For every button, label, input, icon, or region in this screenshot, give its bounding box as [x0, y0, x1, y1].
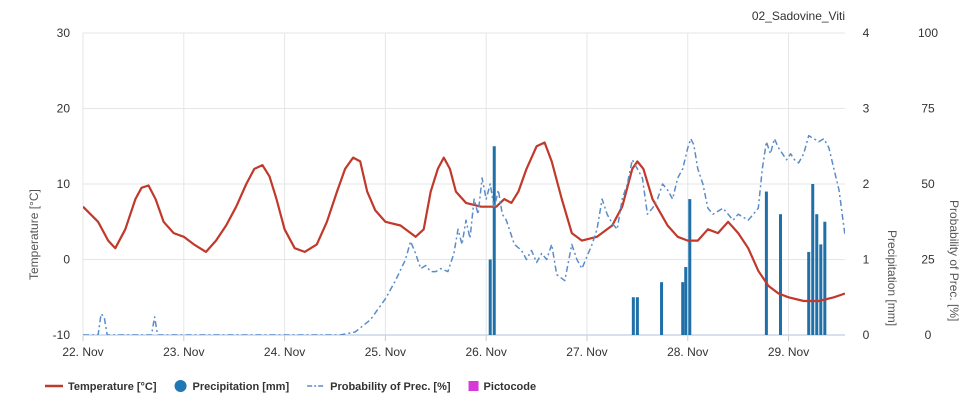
- precipitation-bar: [488, 259, 492, 335]
- precipitation-bar: [631, 297, 635, 335]
- precipitation-tick-label: 4: [863, 26, 870, 40]
- legend-symbol: [468, 381, 479, 391]
- temperature-tick-label: 10: [57, 177, 71, 191]
- series-lines: [83, 134, 845, 335]
- legend-label: Probability of Prec. [%]: [330, 381, 451, 393]
- precipitation-bar: [823, 221, 827, 335]
- legend-symbol: [174, 380, 187, 392]
- probability-tick-label: 0: [925, 328, 932, 342]
- precipitation-bar: [681, 282, 685, 335]
- probability-tick-label: 50: [921, 177, 935, 191]
- precipitation-bar: [807, 251, 811, 335]
- temperature-tick-label: 30: [57, 26, 71, 40]
- precipitation-bar: [688, 199, 692, 335]
- x-tick-label: 27. Nov: [566, 345, 607, 359]
- temperature-tick-label: -10: [53, 328, 71, 342]
- x-tick-label: 29. Nov: [768, 345, 809, 359]
- legend-label: Pictocode: [484, 381, 537, 393]
- precipitation-bar: [492, 146, 496, 335]
- precipitation-bar: [684, 267, 688, 335]
- precipitation-bar: [811, 184, 815, 335]
- precipitation-tick-label: 0: [863, 328, 870, 342]
- probability-tick-label: 100: [918, 26, 938, 40]
- legend-item: Precipitation [mm]: [174, 380, 290, 393]
- precipitation-axis-title: Precipitation [mm]: [885, 230, 899, 326]
- precipitation-bar: [660, 282, 664, 335]
- x-tick-label: 22. Nov: [62, 345, 103, 359]
- precipitation-bar: [819, 244, 823, 335]
- precipitation-tick-label: 1: [863, 253, 870, 267]
- legend-item: Temperature [°C]: [45, 381, 157, 393]
- legend: Temperature [°C] Precipitation [mm] Probab…: [45, 380, 536, 393]
- precipitation-bars: [488, 146, 827, 335]
- legend-label: Temperature [°C]: [68, 381, 157, 393]
- legend-label: Precipitation [mm]: [193, 381, 290, 393]
- x-tick-label: 28. Nov: [667, 345, 708, 359]
- chart-title: 02_Sadovine_Viti: [752, 9, 845, 23]
- probability-tick-label: 75: [921, 102, 935, 116]
- legend-item: Probability of Prec. [%]: [307, 381, 451, 393]
- precipitation-bar: [815, 214, 819, 335]
- temperature-line: [83, 141, 845, 303]
- precipitation-bar: [635, 297, 639, 335]
- legend-item: Pictocode: [468, 381, 537, 393]
- precipitation-tick-label: 2: [863, 177, 870, 191]
- x-tick-label: 23. Nov: [163, 345, 204, 359]
- x-tick-label: 26. Nov: [465, 345, 506, 359]
- temperature-axis-title: Temperature [°C]: [27, 189, 41, 280]
- precipitation-tick-label: 3: [863, 102, 870, 116]
- precipitation-bar: [764, 191, 768, 335]
- temperature-tick-label: 20: [57, 102, 71, 116]
- x-tick-label: 25. Nov: [365, 345, 406, 359]
- precipitation-bar: [778, 214, 782, 335]
- x-tick-label: 24. Nov: [264, 345, 305, 359]
- probability-tick-label: 25: [921, 253, 935, 267]
- probability-axis-title: Probability of Prec. [%]: [947, 200, 961, 321]
- temperature-tick-label: 0: [63, 253, 70, 267]
